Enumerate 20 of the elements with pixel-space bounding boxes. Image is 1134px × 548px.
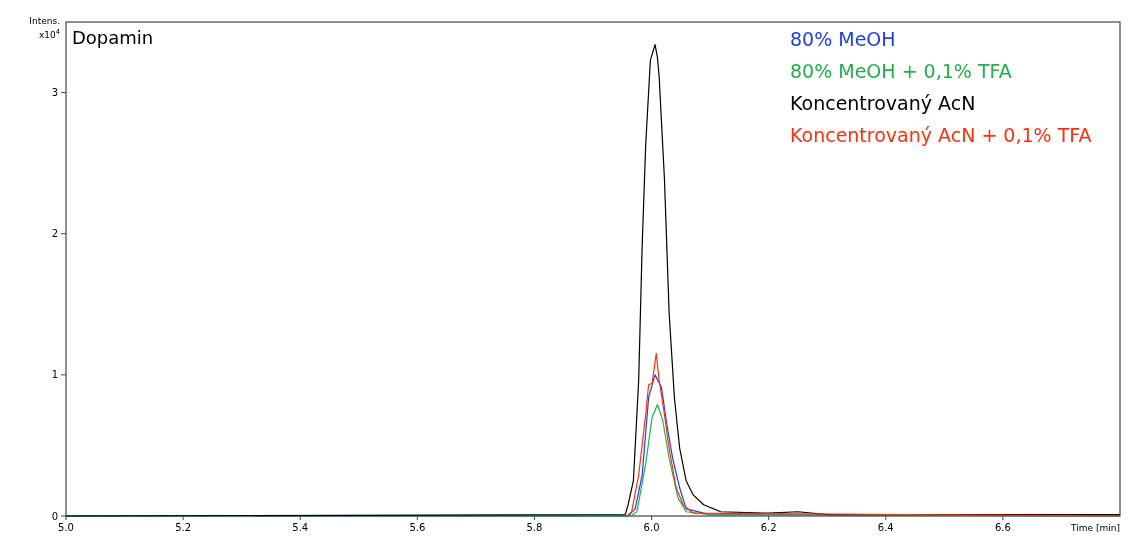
text: Koncentrovaný AcN + 0,1% TFA: [790, 124, 1092, 146]
chart-title: Dopamin: [72, 27, 154, 48]
x-axis-title: Time [min]: [1070, 523, 1120, 533]
x-tick-label: 5.0: [58, 522, 74, 533]
y-axis-title: Intens. x10$^{4}$: [29, 16, 60, 40]
x-tick-label: 6.6: [994, 522, 1011, 533]
x-tick-label: 6.0: [643, 522, 660, 533]
text: 80% MeOH: [790, 28, 896, 50]
x-tick-label: 5.2: [175, 522, 192, 533]
text: 80% MeOH + 0,1% TFA: [790, 60, 1012, 82]
x-tick-label: 6.4: [877, 522, 894, 533]
x-tick-label: 5.8: [526, 522, 543, 533]
x-tick-label: 5.6: [409, 522, 426, 533]
x-tick-label: 5.4: [292, 522, 309, 533]
y-tick-label: 0: [51, 510, 58, 522]
x-tick-label: 6.2: [760, 522, 777, 533]
y-tick-label: 3: [51, 87, 58, 99]
text: Koncentrovaný AcN: [790, 92, 976, 114]
y-tick-label: 2: [51, 228, 58, 240]
y-tick-label: 1: [51, 369, 58, 381]
